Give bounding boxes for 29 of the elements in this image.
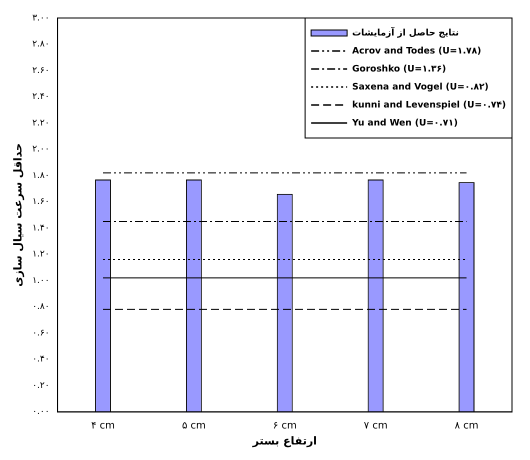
y-tick-label: ۰.۲۰ (32, 380, 50, 391)
y-tick-label: ۱.۸۰ (32, 170, 50, 181)
y-tick-label: ۰.۰۰ (32, 407, 50, 418)
y-tick-label: ۰.۶۰ (32, 328, 50, 338)
x-tick-label: ۷ cm (364, 420, 388, 432)
legend-label: Goroshko (U=۱.۳۶) (352, 64, 446, 74)
legend-label: Yu and Wen (U=۰.۷۱) (351, 118, 458, 128)
y-tick-label: ۲.۰۰ (32, 144, 50, 155)
legend-label: Saxena and Vogel (U=۰.۸۲) (352, 82, 489, 92)
x-tick-label: ۵ cm (182, 420, 206, 432)
y-tick-label: ۰.۴۰ (32, 354, 50, 365)
y-tick-label: ۰.۸۰ (32, 302, 50, 312)
y-tick-label: ۱.۴۰ (32, 223, 50, 234)
y-tick-label: ۳.۰۰ (32, 13, 50, 24)
y-tick-label: ۱.۲۰ (32, 250, 50, 260)
y-tick-label: ۲.۶۰ (32, 66, 50, 76)
y-tick-label: ۱.۰۰ (32, 276, 50, 286)
y-tick-label: ۲.۴۰ (32, 92, 50, 102)
legend-label: kunni and Levenspiel (U=۰.۷۴) (352, 100, 506, 110)
legend-label: Acrov and Todes (U=۱.۷۸) (352, 46, 482, 56)
y-tick-label: ۱.۶۰ (32, 197, 50, 208)
y-tick-label: ۲.۸۰ (32, 40, 50, 50)
x-axis-title: ارتفاع بستر (252, 434, 317, 448)
x-tick-label: ۸ cm (454, 420, 478, 432)
x-tick-label: ۶ cm (272, 420, 297, 432)
y-tick-label: ۲.۲۰ (32, 118, 50, 128)
legend-label: نتایج حاصل از آزمایشات (352, 26, 459, 38)
x-tick-label: ۴ cm (91, 420, 115, 432)
y-axis-title: حداقل سرعت سیال سازی (11, 143, 24, 287)
